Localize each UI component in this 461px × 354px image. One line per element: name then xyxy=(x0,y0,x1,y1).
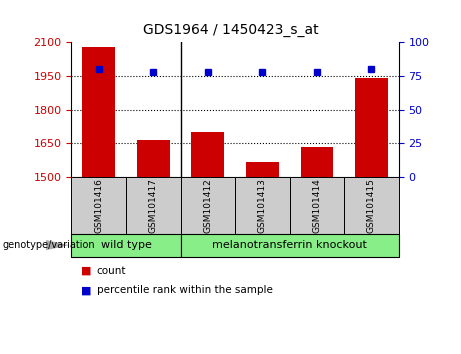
Polygon shape xyxy=(46,240,69,250)
Text: GSM101412: GSM101412 xyxy=(203,178,213,233)
Bar xyxy=(191,132,224,177)
Bar xyxy=(301,147,333,177)
Text: GSM101416: GSM101416 xyxy=(94,178,103,233)
Text: ■: ■ xyxy=(81,266,91,276)
Bar xyxy=(235,177,290,234)
Bar xyxy=(246,162,279,177)
Text: GSM101415: GSM101415 xyxy=(367,178,376,233)
Bar xyxy=(83,47,115,177)
Text: GDS1964 / 1450423_s_at: GDS1964 / 1450423_s_at xyxy=(143,23,318,37)
Text: count: count xyxy=(97,266,126,276)
Text: GSM101414: GSM101414 xyxy=(313,178,321,233)
Bar xyxy=(126,177,181,234)
Bar xyxy=(71,234,181,257)
Bar xyxy=(344,177,399,234)
Text: GSM101417: GSM101417 xyxy=(149,178,158,233)
Text: genotype/variation: genotype/variation xyxy=(2,240,95,250)
Bar xyxy=(355,78,388,177)
Text: wild type: wild type xyxy=(100,240,152,250)
Text: melanotransferrin knockout: melanotransferrin knockout xyxy=(212,240,367,250)
Text: ■: ■ xyxy=(81,285,91,295)
Bar xyxy=(290,177,344,234)
Text: percentile rank within the sample: percentile rank within the sample xyxy=(97,285,273,295)
Bar xyxy=(137,140,170,177)
Bar xyxy=(71,177,126,234)
Text: GSM101413: GSM101413 xyxy=(258,178,267,233)
Bar xyxy=(181,177,235,234)
Bar xyxy=(181,234,399,257)
